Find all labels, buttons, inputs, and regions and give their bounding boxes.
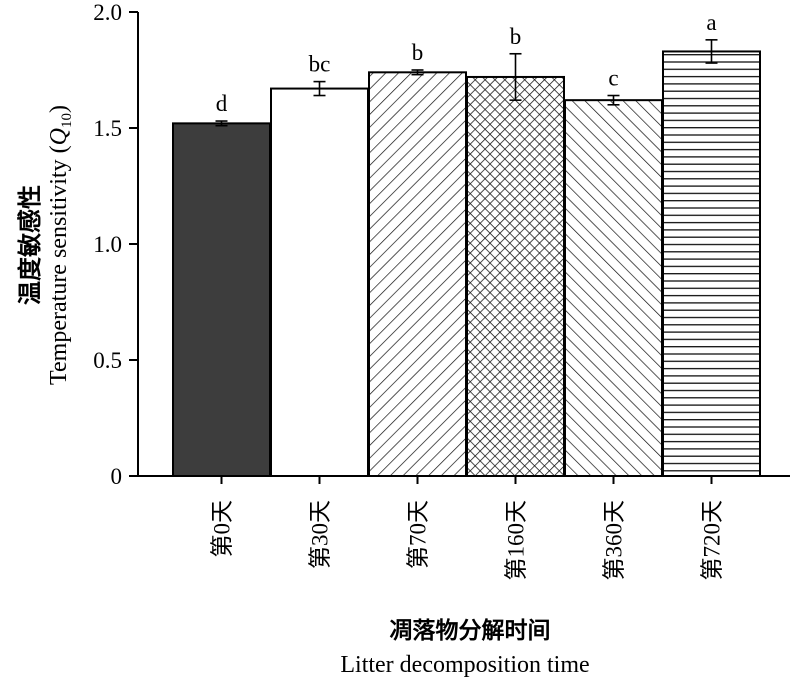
y-axis-title: 温度敏感性 Temperature sensitivity (Q10)	[16, 105, 75, 385]
bar	[466, 75, 565, 478]
significance-letter: a	[706, 10, 716, 35]
y-tick-label: 0	[111, 464, 123, 489]
y-axis-title-en: Temperature sensitivity (Q10)	[46, 105, 75, 385]
bar	[368, 71, 467, 477]
significance-letter: b	[510, 24, 522, 49]
significance-letter: b	[412, 40, 424, 65]
y-axis-title-cn: 温度敏感性	[16, 185, 44, 305]
x-axis-title-cn: 凋落物分解时间	[390, 617, 551, 643]
x-axis-title-en: Litter decomposition time	[340, 652, 589, 678]
bar	[270, 87, 369, 477]
category-label: 第30天	[308, 500, 333, 569]
y-tick-label: 2.0	[93, 0, 122, 25]
bar	[172, 122, 271, 478]
significance-letter: c	[608, 66, 618, 91]
y-tick-label: 1.5	[93, 116, 122, 141]
y-tick-label: 1.0	[93, 232, 122, 257]
category-label: 第720天	[700, 500, 725, 581]
category-label: 第0天	[210, 500, 235, 558]
bar	[564, 99, 663, 477]
y-tick-label: 0.5	[93, 348, 122, 373]
plot-area: 0 0.5 1.0 1.5 2.0 d 第0天 bc 第30天 b 第70天 b 第160天 c 第360天…	[93, 0, 790, 581]
significance-letter: bc	[309, 52, 331, 77]
significance-letter: d	[216, 91, 228, 116]
category-label: 第160天	[504, 500, 529, 581]
category-label: 第360天	[602, 500, 627, 581]
category-label: 第70天	[406, 500, 431, 569]
bar	[662, 50, 761, 477]
